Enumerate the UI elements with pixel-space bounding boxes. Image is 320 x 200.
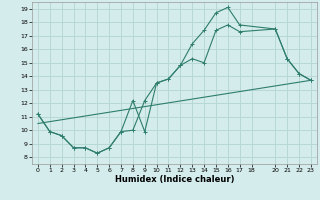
X-axis label: Humidex (Indice chaleur): Humidex (Indice chaleur) bbox=[115, 175, 234, 184]
